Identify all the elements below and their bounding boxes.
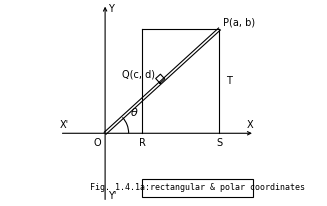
Text: P(a, b): P(a, b) <box>223 17 255 27</box>
Text: Q(c, d): Q(c, d) <box>122 69 155 79</box>
Text: X: X <box>247 120 253 130</box>
Text: R: R <box>139 138 146 148</box>
Text: T: T <box>226 76 232 86</box>
Text: Y: Y <box>109 4 114 14</box>
Text: Y': Y' <box>109 191 117 201</box>
Text: $\theta$: $\theta$ <box>130 106 139 118</box>
Bar <box>142 179 253 197</box>
Text: S: S <box>216 138 223 148</box>
Text: O: O <box>94 138 101 148</box>
Text: Fig. 1.4.1a:rectangular & polar coordinates: Fig. 1.4.1a:rectangular & polar coordina… <box>90 183 305 192</box>
Text: X': X' <box>60 120 69 130</box>
